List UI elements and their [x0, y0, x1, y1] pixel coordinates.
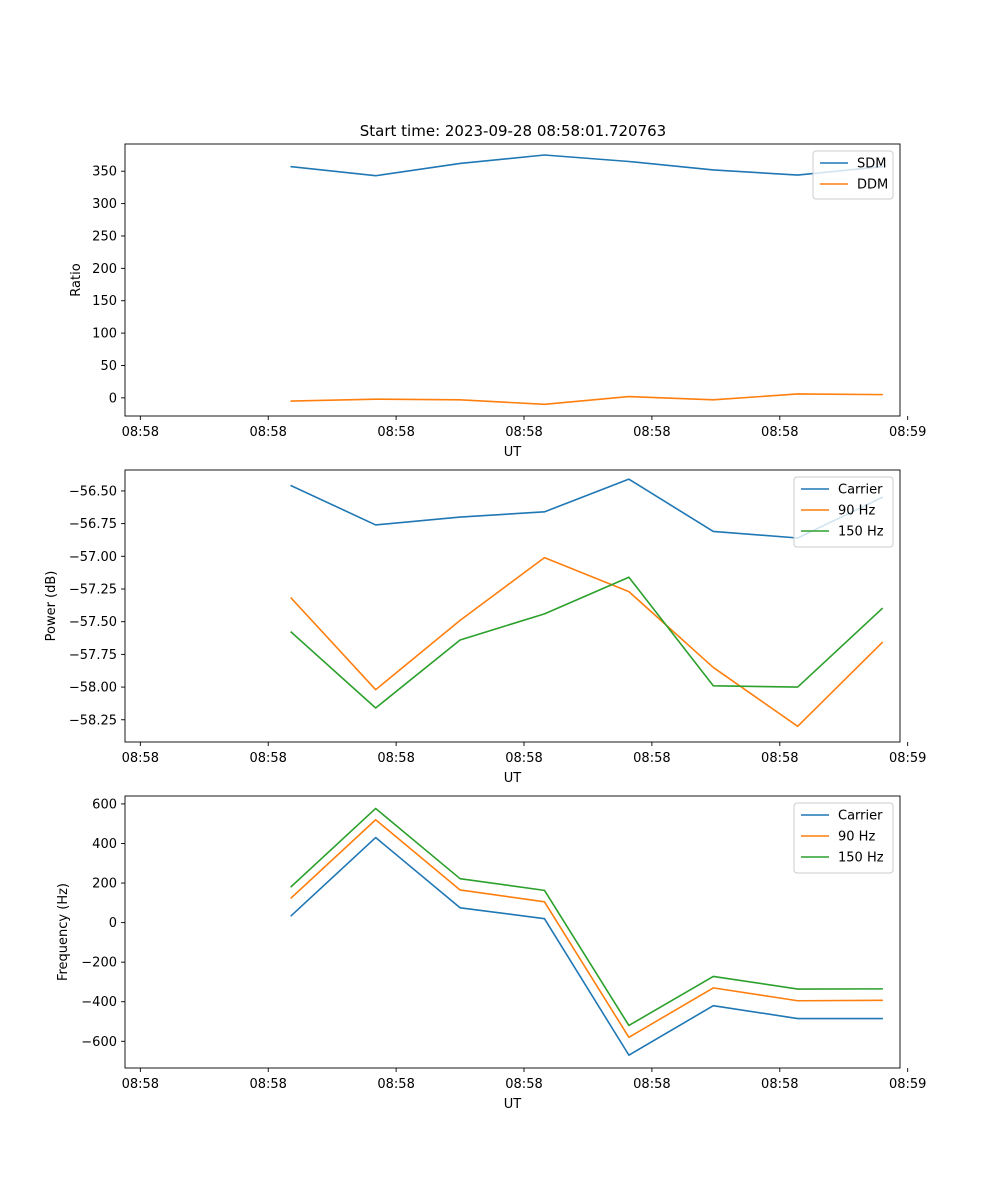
y-tick-label: 100 — [92, 327, 117, 342]
legend-label: 150 Hz — [838, 851, 884, 866]
x-tick-label: 08:58 — [249, 425, 286, 440]
x-tick-label: 08:58 — [761, 751, 798, 766]
y-tick-label: 0 — [109, 391, 117, 406]
legend-box — [793, 476, 894, 548]
x-tick-label: 08:58 — [761, 425, 798, 440]
y-tick-label: −200 — [81, 956, 117, 971]
y-tick-label: 150 — [92, 294, 117, 309]
y-tick-label: 350 — [92, 165, 117, 180]
x-tick-label: 08:58 — [377, 751, 414, 766]
legend: Carrier 90 Hz 150 Hz — [793, 476, 894, 548]
series-line-150-hz — [290, 807, 883, 1027]
y-tick-label: −57.75 — [69, 648, 117, 663]
legend-label: 90 Hz — [838, 830, 875, 845]
series-line-90-hz — [290, 556, 884, 728]
x-tick-label: 08:58 — [249, 751, 286, 766]
legend-label: 90 Hz — [838, 504, 875, 519]
y-tick-label: −57.50 — [69, 615, 117, 630]
series-line-sdm — [290, 154, 883, 177]
x-tick-label: 08:58 — [122, 751, 159, 766]
y-tick-label: −58.00 — [69, 681, 117, 696]
x-tick-label: 08:58 — [633, 1077, 670, 1092]
y-tick-label: 0 — [109, 916, 117, 931]
x-tick-label: 08:58 — [633, 425, 670, 440]
x-tick-label: 08:59 — [889, 1077, 926, 1092]
legend-label: Carrier — [838, 809, 883, 824]
y-axis-label: Power (dB) — [44, 571, 59, 642]
y-tick-label: −56.75 — [69, 517, 117, 532]
y-tick-label: 250 — [92, 229, 117, 244]
legend-label: DDM — [857, 178, 888, 193]
y-tick-label: 400 — [92, 837, 117, 852]
y-tick-label: 600 — [92, 797, 117, 812]
series-line-ddm — [290, 393, 883, 406]
series-line-150-hz — [290, 576, 884, 709]
x-tick-label: 08:58 — [377, 425, 414, 440]
series-line-90-hz — [290, 818, 883, 1039]
y-tick-label: 200 — [92, 877, 117, 892]
legend: Carrier 90 Hz 150 Hz — [793, 802, 894, 874]
y-tick-label: 200 — [92, 262, 117, 277]
series-line-carrier — [290, 478, 884, 539]
plot-panel-2: 08:58 08:58 08:58 08:58 08:58 08:58 08:59 −58.2… — [44, 469, 926, 786]
plot-panel-3: 08:58 08:58 08:58 08:58 08:58 08:58 08:59 −600 −… — [56, 795, 926, 1112]
chart-title: Start time: 2023-09-28 08:58:01.720763 — [360, 122, 666, 140]
x-tick-label: 08:58 — [377, 1077, 414, 1092]
legend-label: SDM — [857, 157, 886, 172]
x-tick-label: 08:58 — [505, 1077, 542, 1092]
y-tick-label: −57.00 — [69, 550, 117, 565]
x-axis-label: UT — [504, 1097, 522, 1112]
legend-label: 150 Hz — [838, 525, 884, 540]
x-axis-label: UT — [504, 445, 522, 460]
y-tick-label: −57.25 — [69, 583, 117, 598]
plot-panel-1: 08:58 08:58 08:58 08:58 08:58 08:58 08:59 0 50 10… — [69, 143, 926, 460]
x-tick-label: 08:58 — [761, 1077, 798, 1092]
y-tick-label: −600 — [81, 1035, 117, 1050]
legend-label: Carrier — [838, 483, 883, 498]
legend: SDM DDM — [812, 150, 894, 200]
axes-frame — [124, 469, 901, 743]
y-axis-label: Frequency (Hz) — [56, 883, 71, 981]
x-tick-label: 08:58 — [505, 425, 542, 440]
legend-box — [793, 802, 894, 874]
y-tick-label: −58.25 — [69, 713, 117, 728]
y-tick-label: −56.50 — [69, 484, 117, 499]
series-line-carrier — [290, 836, 883, 1056]
axes-frame — [124, 795, 901, 1069]
y-tick-label: −400 — [81, 995, 117, 1010]
x-tick-label: 08:58 — [633, 751, 670, 766]
y-tick-label: 50 — [100, 359, 117, 374]
x-tick-label: 08:59 — [889, 751, 926, 766]
x-tick-label: 08:58 — [249, 1077, 286, 1092]
axes-frame — [124, 143, 901, 417]
y-tick-label: 300 — [92, 197, 117, 212]
x-tick-label: 08:58 — [122, 425, 159, 440]
x-tick-label: 08:58 — [505, 751, 542, 766]
x-axis-label: UT — [504, 771, 522, 786]
x-tick-label: 08:59 — [889, 425, 926, 440]
y-axis-label: Ratio — [69, 263, 84, 296]
x-tick-label: 08:58 — [122, 1077, 159, 1092]
